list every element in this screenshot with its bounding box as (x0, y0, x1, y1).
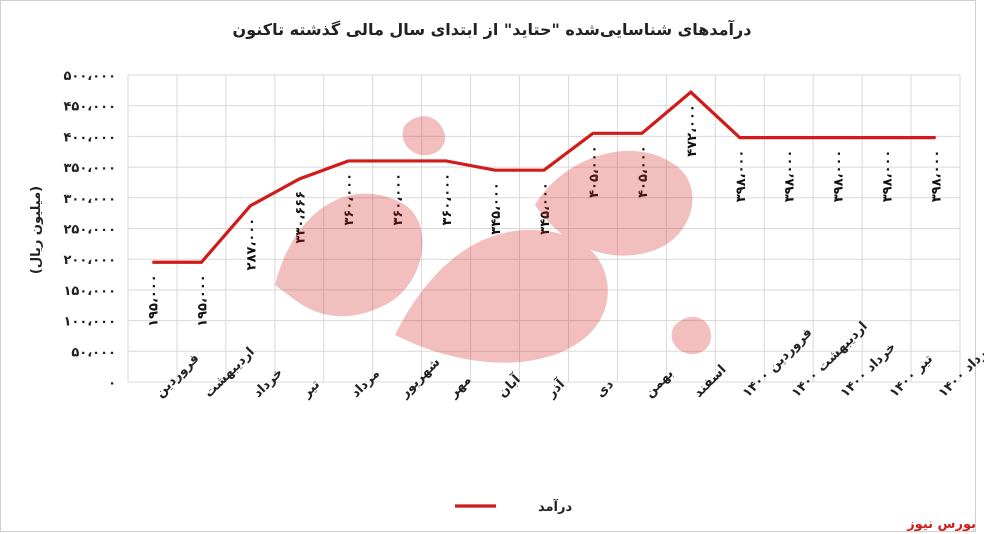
data-label: ۴۰۵،۰۰۰ (587, 145, 602, 198)
y-tick-label: ۴۵۰،۰۰۰ (63, 100, 116, 115)
y-tick-label: ۳۵۰،۰۰۰ (63, 161, 116, 176)
data-point (690, 91, 692, 93)
data-label: ۳۴۵،۰۰۰ (489, 182, 504, 235)
x-tick-label: خرداد (251, 365, 287, 401)
data-label: ۳۶۰،۰۰۰ (391, 173, 406, 226)
series-line (152, 90, 936, 264)
data-point (494, 169, 496, 171)
x-tick-label: بهمن (642, 366, 677, 401)
x-tick-label: فروردین (153, 351, 203, 401)
data-point (837, 137, 839, 139)
brand-tag: بورس نیوز (907, 517, 976, 532)
y-tick-label: ۴۰۰،۰۰۰ (63, 130, 116, 145)
data-point (739, 137, 741, 139)
data-point (592, 132, 594, 134)
data-point (298, 178, 300, 180)
data-label: ۳۹۸،۰۰۰ (930, 150, 945, 203)
y-tick-label: ۵۰،۰۰۰ (71, 345, 116, 360)
data-label: ۳۹۸،۰۰۰ (832, 150, 847, 203)
data-point (641, 132, 643, 134)
data-point (347, 160, 349, 162)
data-point (249, 205, 251, 207)
x-tick-label: دی (593, 377, 617, 401)
data-label: ۳۴۵،۰۰۰ (538, 182, 553, 235)
data-label: ۳۳۰،۶۶۶ (293, 191, 308, 244)
y-tick-label: ۱۰۰،۰۰۰ (63, 315, 116, 330)
data-label: ۳۹۸،۰۰۰ (881, 150, 896, 203)
y-tick-label: ۲۵۰،۰۰۰ (63, 223, 116, 238)
y-tick-label: ۵۰۰،۰۰۰ (63, 69, 116, 84)
x-tick-label: شهریور (397, 355, 444, 402)
data-label: ۲۸۷،۰۰۰ (244, 218, 259, 271)
y-tick-label: ۳۰۰،۰۰۰ (63, 192, 116, 207)
data-point (445, 160, 447, 162)
data-label: ۴۷۲،۰۰۰ (685, 104, 700, 157)
x-tick-label: آذر (542, 375, 568, 401)
x-tick-label: مرداد (348, 366, 383, 401)
legend-label: درآمد (538, 498, 572, 515)
data-point (200, 261, 202, 263)
data-label: ۳۶۰،۰۰۰ (342, 173, 357, 226)
y-tick-label: ۰ (108, 376, 116, 391)
data-label: ۱۹۵،۰۰۰ (195, 274, 210, 327)
y-axis-label: (میلیون ریال) (29, 186, 44, 274)
x-tick-label: تیر (299, 377, 323, 401)
data-point (788, 137, 790, 139)
data-label: ۳۹۸،۰۰۰ (783, 150, 798, 203)
y-tick-label: ۲۰۰،۰۰۰ (63, 253, 116, 268)
data-point (886, 137, 888, 139)
data-point (543, 169, 545, 171)
data-label: ۳۹۸،۰۰۰ (734, 150, 749, 203)
data-label: ۴۰۵،۰۰۰ (636, 145, 651, 198)
data-label: ۱۹۵،۰۰۰ (146, 274, 161, 327)
data-point (935, 137, 937, 139)
data-point (396, 160, 398, 162)
chart-title: درآمدهای شناسایی‌شده "حتاید" از ابتدای س… (232, 20, 752, 39)
x-tick-label: اردیبهشت (202, 345, 258, 401)
data-label: ۳۶۰،۰۰۰ (440, 173, 455, 226)
data-point (151, 261, 153, 263)
y-tick-label: ۱۵۰،۰۰۰ (63, 284, 116, 299)
